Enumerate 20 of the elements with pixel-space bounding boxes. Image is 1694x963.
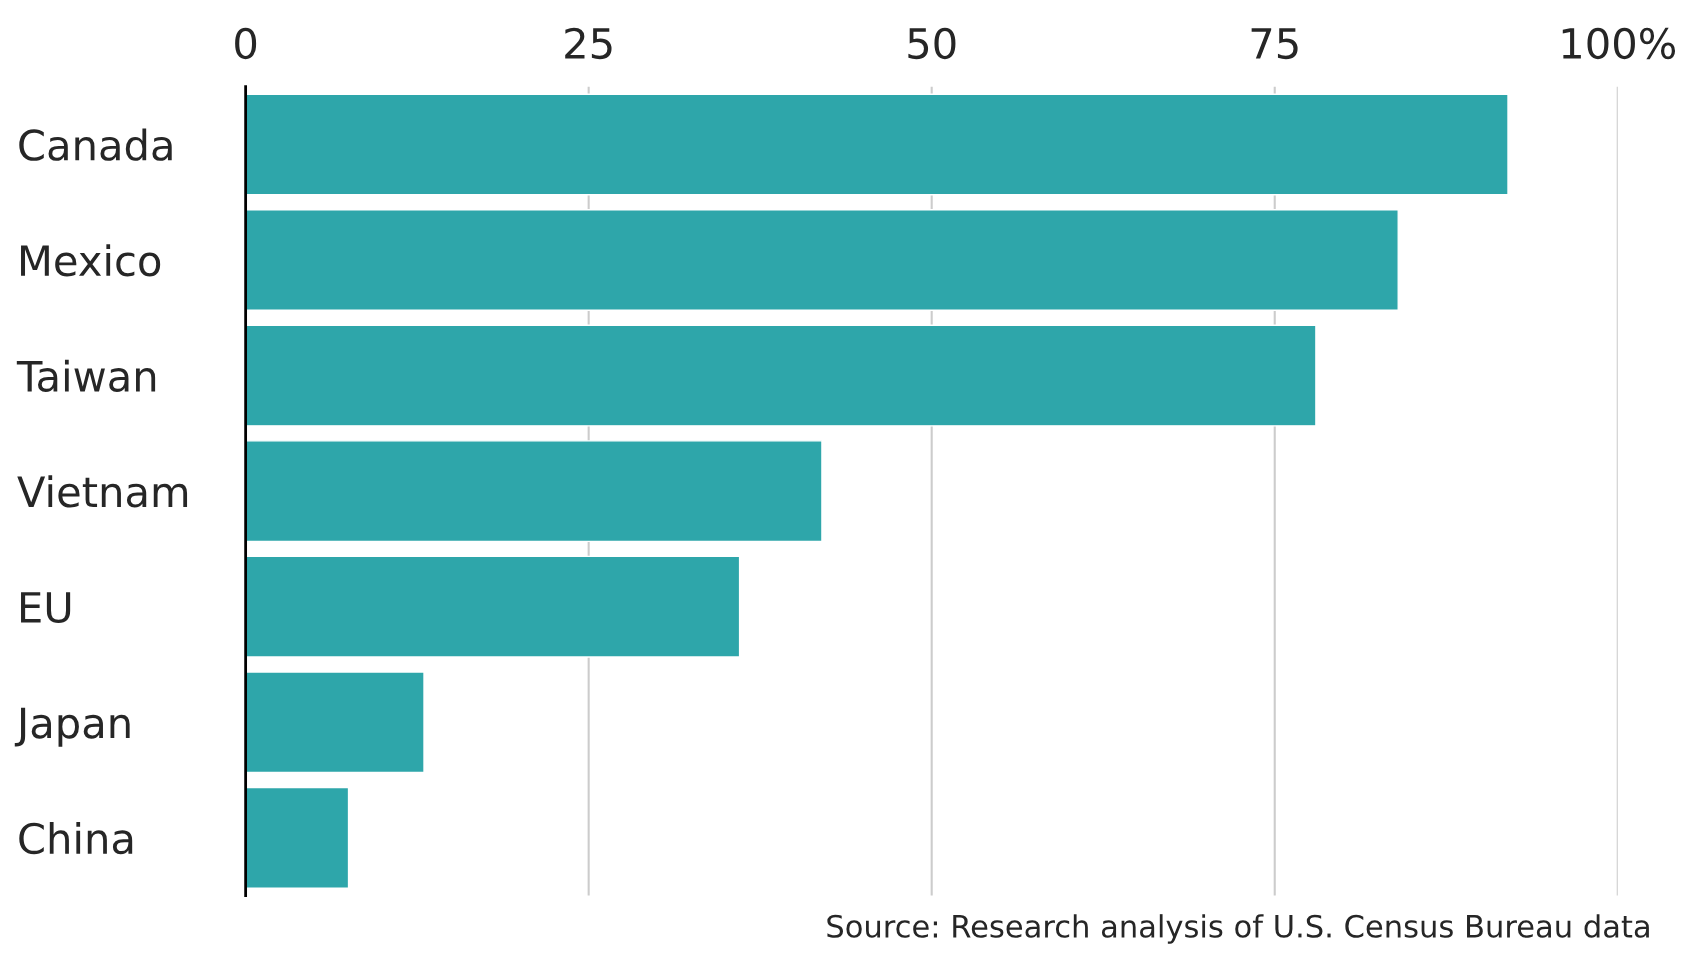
bar — [245, 786, 350, 889]
x-tick-label: 75 — [1251, 28, 1298, 60]
y-tick-label: Canada — [19, 128, 172, 161]
x-tick-label: 25 — [565, 27, 612, 60]
y-tick-label: Japan — [14, 707, 130, 747]
bar — [245, 555, 741, 658]
source-note: Source: Research analysis of U.S. Census Bureau data — [827, 914, 1649, 944]
bar — [245, 671, 425, 774]
bar — [245, 209, 1399, 311]
x-tick-label: 50 — [908, 27, 956, 60]
bar — [245, 93, 1509, 196]
bar — [245, 324, 1317, 427]
y-tick-label: Mexico — [21, 244, 161, 277]
y-tick-label: EU — [21, 592, 71, 624]
y-tick-label: Taiwan — [16, 359, 156, 392]
bar — [245, 440, 823, 543]
y-tick-label: China — [19, 821, 133, 855]
y-tick-label: Vietnam — [17, 475, 188, 508]
x-tick-label: 100% — [1562, 27, 1676, 60]
x-tick-label: 0 — [235, 27, 257, 60]
